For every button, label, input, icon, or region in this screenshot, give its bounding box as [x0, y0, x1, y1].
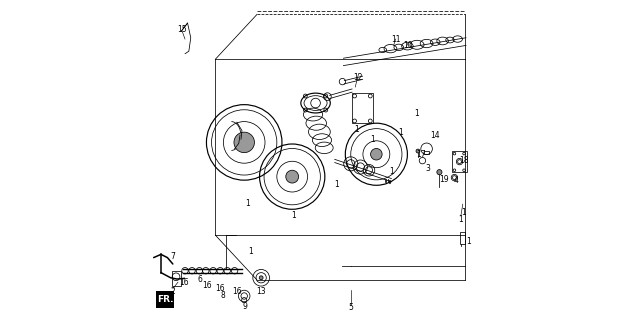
Text: 2: 2 [170, 287, 175, 296]
Text: 11: 11 [391, 35, 400, 44]
Text: 1: 1 [389, 167, 394, 176]
Text: 1: 1 [399, 128, 403, 137]
Text: 16: 16 [180, 278, 189, 287]
Bar [352, 93, 373, 123]
Text: 12: 12 [354, 73, 363, 82]
Text: 18: 18 [459, 156, 469, 165]
Text: 13: 13 [257, 287, 266, 296]
FancyBboxPatch shape [155, 291, 174, 308]
Text: 3: 3 [425, 164, 430, 172]
Text: 16: 16 [202, 281, 212, 290]
Text: 1: 1 [461, 208, 466, 217]
Text: 19: 19 [439, 175, 448, 184]
Text: 1: 1 [292, 212, 296, 220]
Text: 1: 1 [249, 247, 253, 256]
Text: 8: 8 [220, 291, 225, 300]
Text: FR.: FR. [157, 295, 173, 304]
Bar [459, 232, 465, 244]
Circle shape [259, 276, 263, 280]
Circle shape [234, 132, 254, 153]
Text: 1: 1 [370, 135, 374, 144]
Circle shape [437, 170, 442, 175]
Circle shape [416, 149, 420, 153]
Bar [452, 151, 466, 172]
Circle shape [286, 170, 299, 183]
Circle shape [371, 148, 382, 160]
Text: 1: 1 [466, 237, 471, 246]
Text: 17: 17 [416, 150, 426, 159]
Text: 14: 14 [431, 131, 440, 140]
Text: 5: 5 [348, 303, 353, 312]
Text: 1: 1 [414, 109, 419, 118]
Bar [424, 151, 429, 154]
Text: 4: 4 [454, 176, 459, 185]
Text: 6: 6 [198, 275, 203, 284]
Text: 1: 1 [458, 215, 463, 224]
Text: 1: 1 [335, 180, 339, 188]
Text: 16: 16 [232, 287, 242, 296]
Text: 10: 10 [404, 41, 413, 50]
Text: 1: 1 [354, 125, 359, 134]
Text: 7: 7 [170, 252, 175, 261]
Text: 15: 15 [178, 25, 187, 34]
Text: 1: 1 [245, 199, 250, 208]
Bar [172, 271, 180, 286]
Text: 16: 16 [215, 284, 224, 293]
Text: 9: 9 [243, 302, 248, 311]
